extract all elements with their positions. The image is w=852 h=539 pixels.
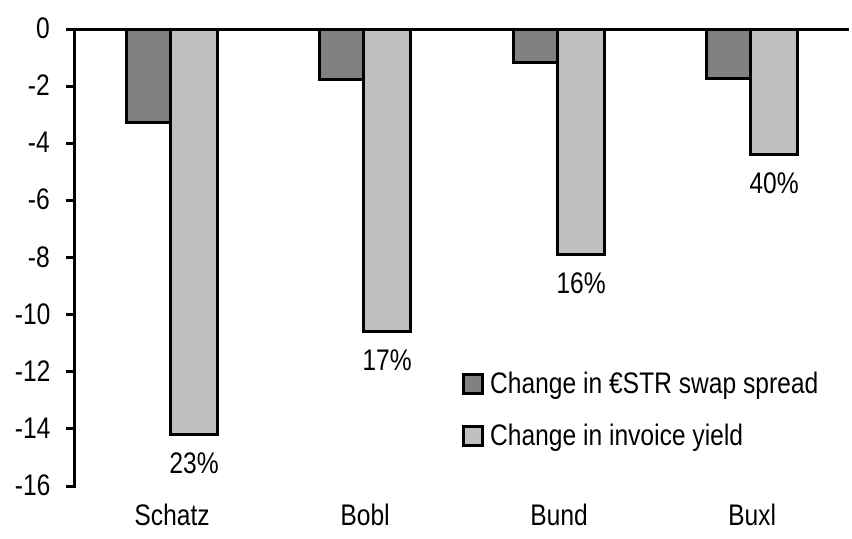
legend: Change in €STR swap spread Change in inv… [462, 367, 852, 453]
y-tick-mark [66, 484, 74, 488]
x-axis-line [66, 27, 849, 31]
x-axis-label-bund: Bund [530, 499, 588, 532]
x-axis-label-schatz: Schatz [134, 499, 210, 532]
legend-swatch-invoice-yield [462, 425, 484, 447]
y-tick-label: -8 [28, 240, 50, 274]
legend-label-estr-swap-spread: Change in €STR swap spread [490, 367, 819, 400]
y-tick-label: -10 [14, 297, 50, 331]
bar-series1-buxl [749, 28, 800, 156]
x-axis-label-bobl: Bobl [340, 499, 390, 532]
y-tick-mark [66, 256, 74, 259]
y-tick-mark [66, 198, 74, 202]
data-label-bund: 16% [556, 266, 606, 300]
bar-series0-schatz [124, 28, 172, 125]
bar-series1-bobl [362, 28, 413, 333]
y-axis-line [73, 27, 76, 488]
y-tick-mark [66, 313, 74, 317]
bar-series1-bund [555, 28, 606, 256]
y-tick-mark [66, 427, 74, 431]
y-tick-label: -2 [28, 69, 50, 103]
y-tick-label: -16 [14, 469, 50, 502]
y-tick-label: -6 [28, 183, 50, 217]
legend-item-invoice-yield: Change in invoice yield [462, 419, 852, 453]
data-label-buxl: 40% [749, 166, 799, 200]
y-tick-mark [66, 27, 74, 31]
y-tick-label: -12 [14, 354, 50, 388]
y-tick-label: -14 [14, 411, 50, 445]
bar-series0-bund [511, 28, 559, 65]
x-axis-label-buxl: Buxl [728, 499, 777, 532]
legend-swatch-estr-swap-spread [462, 373, 484, 395]
data-label-schatz: 23% [169, 446, 219, 480]
y-tick-mark [66, 84, 74, 88]
y-tick-mark [66, 370, 74, 374]
data-label-bobl: 17% [362, 343, 412, 377]
y-tick-label: -4 [28, 126, 50, 160]
legend-item-estr-swap-spread: Change in €STR swap spread [462, 367, 852, 401]
legend-label-invoice-yield: Change in invoice yield [490, 419, 743, 452]
bar-series0-buxl [705, 28, 753, 80]
y-tick-label: 0 [36, 12, 50, 45]
bar-series0-bobl [318, 28, 366, 82]
y-tick-mark [66, 141, 74, 145]
bar-series1-schatz [168, 28, 219, 436]
